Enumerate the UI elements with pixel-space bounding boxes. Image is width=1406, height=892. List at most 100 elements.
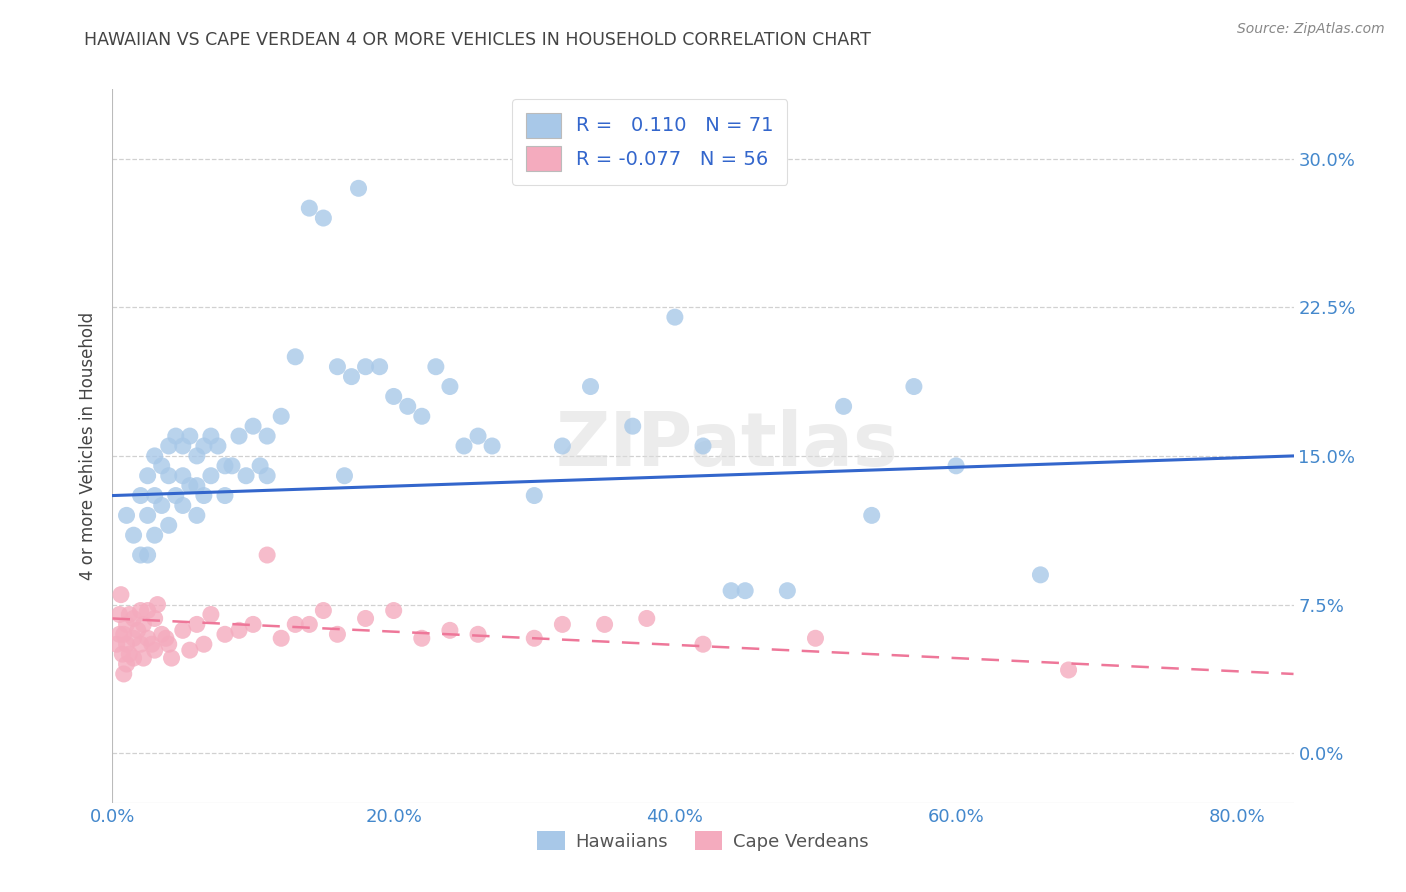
Point [105, 637, 128, 651]
Point [200, 607, 222, 622]
Point [115, 508, 138, 523]
Point [136, 548, 159, 562]
Point [242, 419, 264, 434]
Point [132, 651, 155, 665]
Y-axis label: 4 or more Vehicles in Household: 4 or more Vehicles in Household [79, 312, 97, 580]
Point [193, 439, 215, 453]
Point [221, 458, 243, 473]
Point [157, 439, 180, 453]
Point [110, 588, 132, 602]
Point [523, 489, 546, 503]
Point [118, 607, 141, 622]
Point [312, 603, 335, 617]
Point [115, 657, 138, 671]
Point [284, 350, 307, 364]
Point [122, 651, 145, 665]
Point [326, 627, 349, 641]
Point [298, 201, 321, 215]
Point [186, 478, 208, 492]
Point [523, 632, 546, 646]
Point [411, 632, 433, 646]
Point [172, 499, 194, 513]
Point [214, 489, 236, 503]
Point [143, 528, 166, 542]
Point [193, 489, 215, 503]
Point [179, 478, 201, 492]
Point [579, 379, 602, 393]
Point [270, 409, 292, 424]
Text: Source: ZipAtlas.com: Source: ZipAtlas.com [1237, 22, 1385, 37]
Point [439, 624, 461, 638]
Point [368, 359, 391, 374]
Point [165, 489, 187, 503]
Point [804, 632, 827, 646]
Point [172, 468, 194, 483]
Point [354, 611, 377, 625]
Point [664, 310, 686, 325]
Point [860, 508, 883, 523]
Point [172, 439, 194, 453]
Point [136, 603, 159, 617]
Point [160, 651, 183, 665]
Point [179, 643, 201, 657]
Point [157, 518, 180, 533]
Point [347, 181, 370, 195]
Point [143, 611, 166, 625]
Text: ZIPatlas: ZIPatlas [555, 409, 898, 483]
Point [298, 617, 321, 632]
Point [122, 528, 145, 542]
Point [143, 449, 166, 463]
Point [326, 359, 349, 374]
Point [136, 508, 159, 523]
Point [228, 624, 250, 638]
Point [129, 548, 152, 562]
Point [143, 643, 166, 657]
Point [150, 627, 173, 641]
Point [186, 449, 208, 463]
Point [165, 429, 187, 443]
Point [146, 598, 169, 612]
Point [467, 429, 489, 443]
Point [228, 429, 250, 443]
Point [832, 400, 855, 414]
Point [249, 458, 271, 473]
Point [340, 369, 363, 384]
Point [734, 583, 756, 598]
Point [179, 429, 201, 443]
Legend: Hawaiians, Cape Verdeans: Hawaiians, Cape Verdeans [530, 824, 876, 858]
Point [354, 359, 377, 374]
Point [439, 379, 461, 393]
Point [186, 617, 208, 632]
Point [111, 647, 134, 661]
Point [312, 211, 335, 225]
Point [214, 627, 236, 641]
Point [1057, 663, 1080, 677]
Point [776, 583, 799, 598]
Text: HAWAIIAN VS CAPE VERDEAN 4 OR MORE VEHICLES IN HOUSEHOLD CORRELATION CHART: HAWAIIAN VS CAPE VERDEAN 4 OR MORE VEHIC… [84, 31, 872, 49]
Point [186, 508, 208, 523]
Point [129, 637, 152, 651]
Point [396, 400, 419, 414]
Point [256, 429, 278, 443]
Point [132, 617, 155, 632]
Point [551, 439, 574, 453]
Point [115, 617, 138, 632]
Point [127, 624, 149, 638]
Point [122, 611, 145, 625]
Point [118, 647, 141, 661]
Point [150, 499, 173, 513]
Point [256, 468, 278, 483]
Point [692, 439, 714, 453]
Point [172, 624, 194, 638]
Point [593, 617, 616, 632]
Point [425, 359, 447, 374]
Point [467, 627, 489, 641]
Point [284, 617, 307, 632]
Point [1029, 567, 1052, 582]
Point [621, 419, 644, 434]
Point [270, 632, 292, 646]
Point [720, 583, 742, 598]
Point [157, 637, 180, 651]
Point [155, 632, 177, 646]
Point [112, 627, 135, 641]
